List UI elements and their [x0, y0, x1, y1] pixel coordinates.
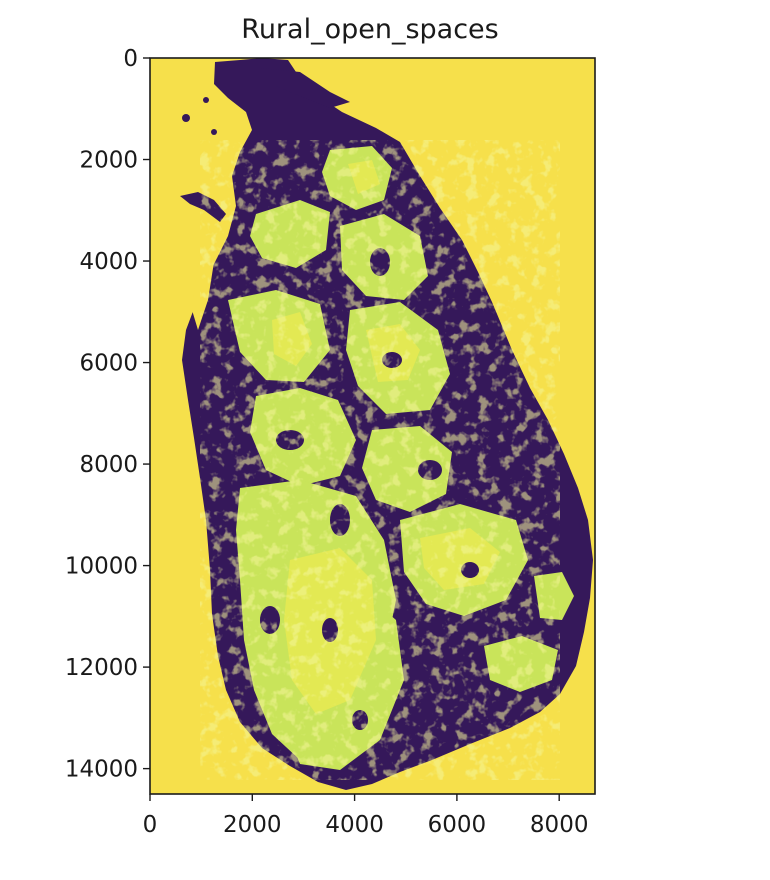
y-tick-label: 10000: [65, 554, 138, 580]
x-axis: 0 2000 4000 6000 8000: [143, 794, 589, 838]
islet: [182, 114, 190, 122]
x-tick-label: 0: [143, 812, 158, 838]
chart-title: Rural_open_spaces: [241, 14, 498, 45]
y-tick-label: 8000: [79, 452, 138, 478]
x-tick-label: 6000: [428, 812, 487, 838]
y-tick-label: 6000: [79, 351, 138, 377]
y-axis: 0 2000 4000 6000 8000 10000 12000 14000: [65, 46, 150, 783]
x-tick-label: 8000: [530, 812, 589, 838]
y-tick-label: 12000: [65, 655, 138, 681]
y-tick-label: 2000: [79, 148, 138, 174]
y-tick-label: 14000: [65, 757, 138, 783]
x-tick-label: 2000: [223, 812, 282, 838]
islet: [211, 129, 217, 135]
north-peninsula: [260, 68, 350, 108]
speckle-texture: [200, 140, 560, 780]
plot-area: [150, 58, 595, 794]
y-tick-label: 0: [123, 46, 138, 72]
islet: [203, 97, 209, 103]
x-tick-label: 4000: [325, 812, 384, 838]
plot-frame: [149, 57, 596, 795]
y-tick-label: 4000: [79, 249, 138, 275]
